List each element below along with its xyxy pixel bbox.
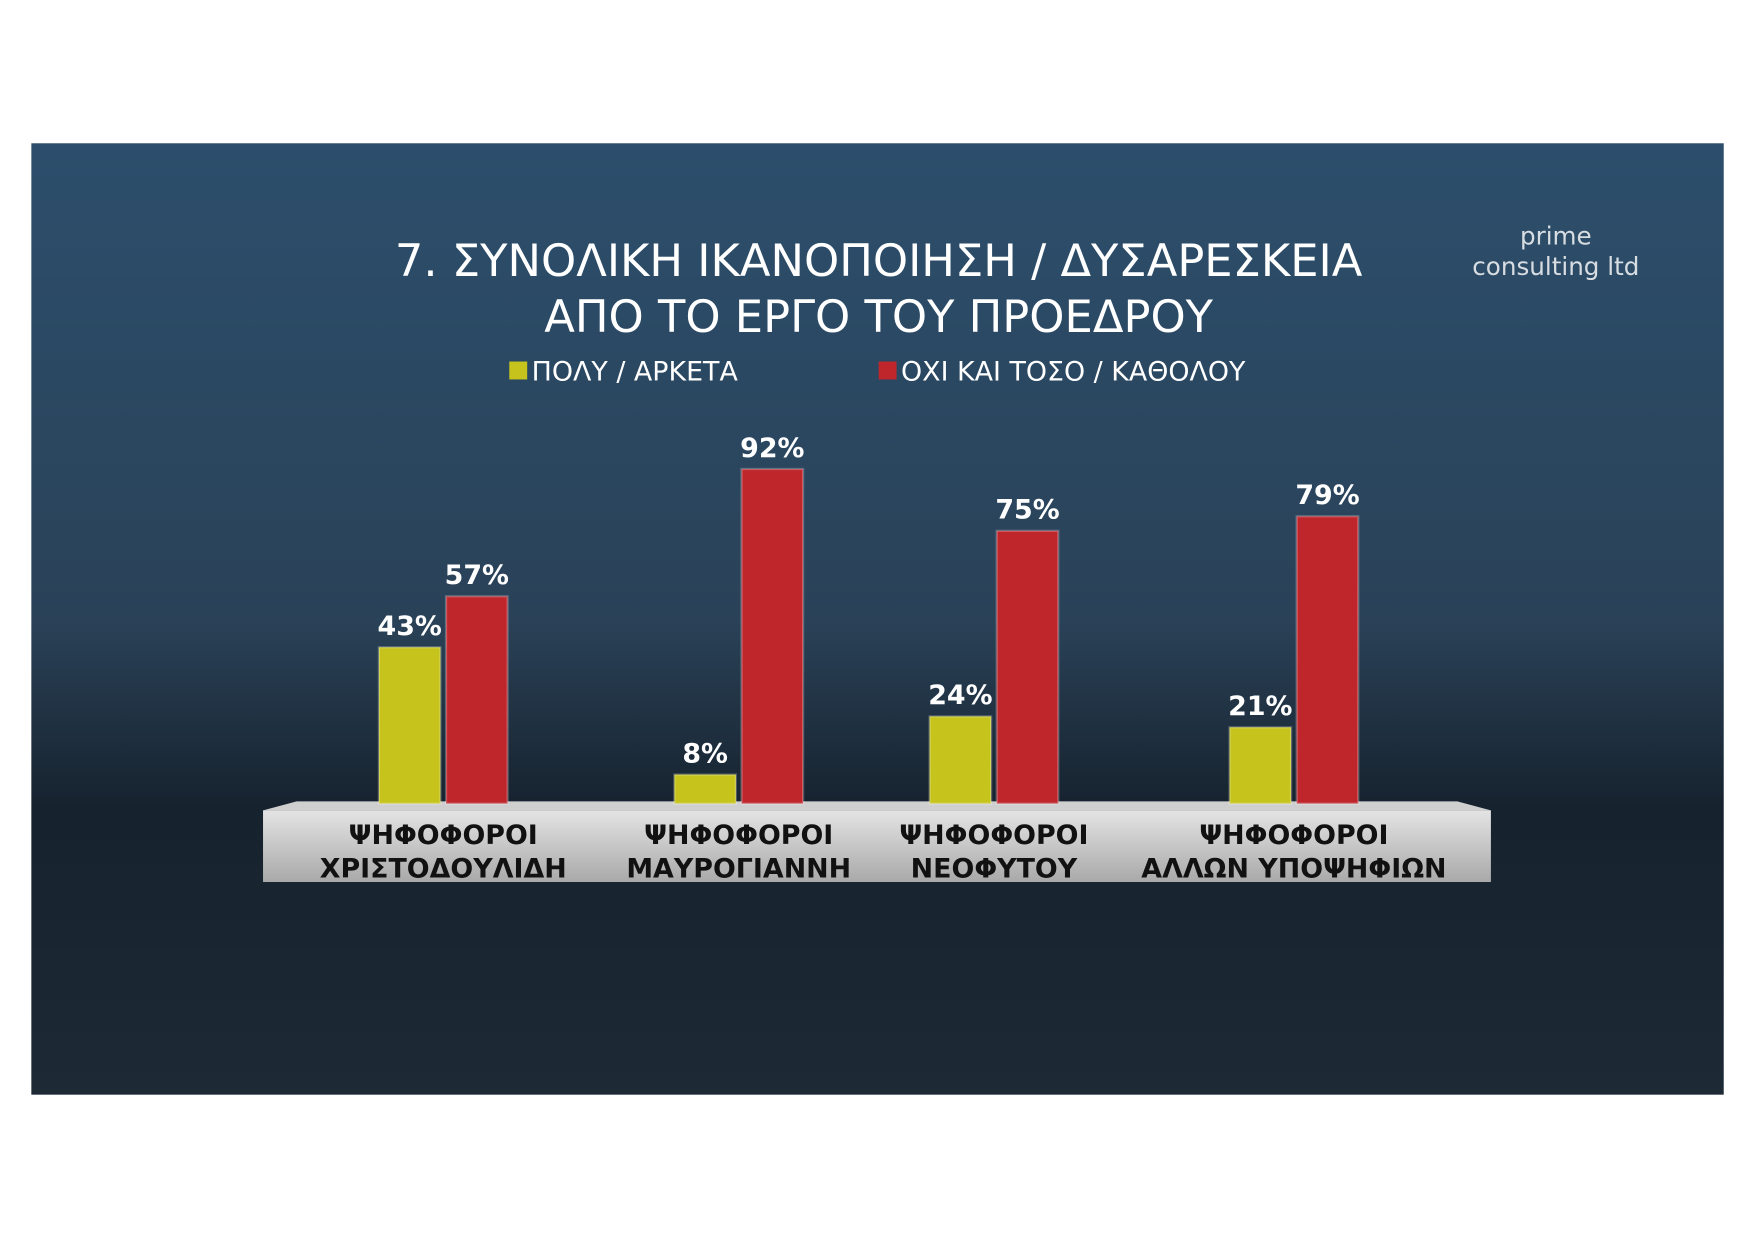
value-label: 57% [445, 560, 509, 591]
legend-swatch [878, 361, 897, 380]
legend-label: ΟΧΙ ΚΑΙ ΤΟΣΟ / ΚΑΘΟΛΟΥ [901, 356, 1246, 387]
legend-label: ΠΟΛΥ / ΑΡΚΕΤΑ [532, 356, 739, 387]
bar [377, 646, 442, 805]
bar [444, 595, 509, 805]
bar [995, 529, 1060, 805]
x-tick-label: ΨΗΦΟΦΟΡΟΙ ΝΕΟΦΥΤΟΥ [899, 820, 1088, 885]
chart-title: 7. ΣΥΝΟΛΙΚΗ ΙΚΑΝΟΠΟΙΗΣΗ / ΔΥΣΑΡΕΣΚΕΙΑ ΑΠΟ… [395, 234, 1363, 343]
chart-area: 7. ΣΥΝΟΛΙΚΗ ΙΚΑΝΟΠΟΙΗΣΗ / ΔΥΣΑΡΕΣΚΕΙΑ ΑΠΟ… [31, 143, 1724, 1095]
x-tick-label: ΨΗΦΟΦΟΡΟΙ ΜΑΥΡΟΓΙΑΝΝΗ [626, 820, 851, 885]
value-label: 8% [682, 738, 728, 769]
platform [263, 810, 1491, 883]
bar [673, 773, 738, 805]
legend-swatch [509, 361, 528, 380]
background [31, 143, 1724, 1095]
value-label: 24% [928, 680, 992, 711]
bar [928, 715, 993, 805]
value-label: 75% [995, 494, 1059, 525]
x-tick-label: ΨΗΦΟΦΟΡΟΙ ΧΡΙΣΤΟΔΟΥΛΙΔΗ [320, 820, 567, 885]
value-label: 79% [1295, 480, 1359, 511]
value-label: 43% [378, 611, 442, 642]
x-tick-label: ΨΗΦΟΦΟΡΟΙ ΑΛΛΩΝ ΥΠΟΨΗΦΙΩΝ [1141, 820, 1446, 885]
bar [1295, 515, 1360, 805]
value-label: 92% [740, 432, 804, 463]
platform-top [263, 801, 1491, 811]
bar [740, 467, 805, 805]
bar [1228, 726, 1293, 805]
logo: prime consulting ltd [1472, 221, 1639, 281]
value-label: 21% [1228, 691, 1292, 722]
